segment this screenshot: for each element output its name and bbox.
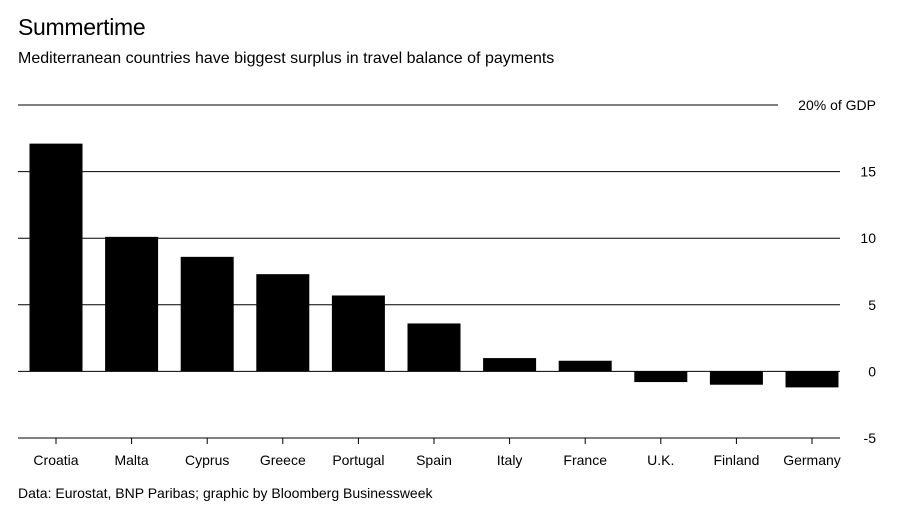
bar-spain: [407, 323, 461, 372]
x-tick-label-greece: Greece: [260, 452, 306, 468]
bars: [29, 143, 839, 388]
x-tick-label-france: France: [563, 452, 607, 468]
bar-croatia: [29, 143, 83, 372]
bar-portugal: [331, 295, 385, 372]
y-tick-label-0: 0: [868, 363, 876, 379]
x-tick-label-spain: Spain: [416, 452, 452, 468]
x-tick-label-cyprus: Cyprus: [185, 452, 229, 468]
y-tick-label--5: -5: [864, 430, 877, 446]
x-tick-label-finland: Finland: [713, 452, 759, 468]
chart-title: Summertime: [18, 14, 146, 40]
x-tick-label-germany: Germany: [783, 452, 841, 468]
y-tick-labels: 20% of GDP 15 10 5 0 -5: [798, 97, 876, 446]
bar-greece: [256, 274, 310, 372]
bar-france: [558, 360, 612, 372]
x-tick-label-italy: Italy: [497, 452, 523, 468]
x-tick-label-malta: Malta: [114, 452, 148, 468]
x-tick-label-u-k: U.K.: [647, 452, 674, 468]
bar-cyprus: [180, 256, 234, 372]
x-tick-label-portugal: Portugal: [332, 452, 384, 468]
x-tick-labels: Croatia Malta Cyprus Greece Portugal Spain Ita…: [33, 438, 841, 468]
y-tick-label-15: 15: [860, 164, 876, 180]
chart-source: Data: Eurostat, BNP Paribas; graphic by …: [18, 485, 433, 501]
chart-subtitle: Mediterranean countries have biggest sur…: [18, 50, 555, 67]
bar-italy: [483, 358, 537, 372]
bar-malta: [105, 236, 159, 372]
bar-finland: [709, 371, 763, 385]
bar-u-k: [634, 371, 688, 383]
x-tick-label-croatia: Croatia: [33, 452, 78, 468]
bar-germany: [785, 371, 839, 388]
y-tick-label-5: 5: [868, 297, 876, 313]
y-tick-label-20: 20% of GDP: [798, 97, 876, 113]
y-tick-label-10: 10: [860, 230, 876, 246]
